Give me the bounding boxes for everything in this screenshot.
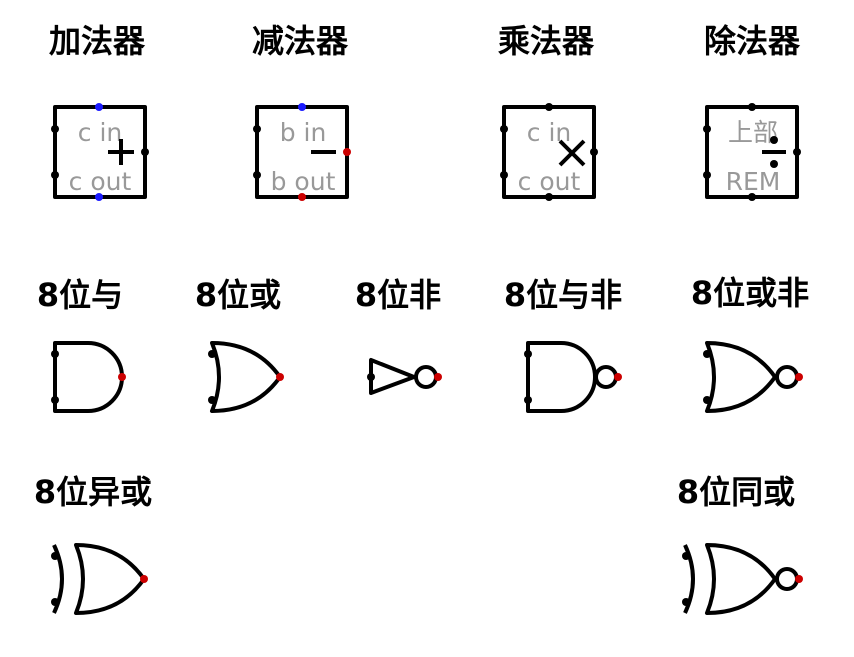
nand-gate-icon (526, 341, 597, 413)
divider-input-a-pin (703, 125, 711, 133)
xor8-input-b-pin (51, 598, 59, 606)
nor8-input-a-pin (703, 350, 711, 358)
subtractor-bottom-label: b out (271, 167, 336, 196)
nand8-input-a-pin (524, 350, 532, 358)
multiplier-title: 乘法器 (498, 22, 595, 60)
divider-component: 除法器 上部 REM (703, 22, 801, 201)
adder-bottom-label: c out (69, 167, 132, 196)
not8-input-pin (367, 373, 375, 381)
divider-remainder-pin (748, 193, 756, 201)
and8-input-b-pin (51, 396, 59, 404)
nor8-output-pin (795, 373, 803, 381)
xor8-output-pin (140, 575, 148, 583)
times-icon (558, 139, 586, 167)
and8-input-a-pin (51, 350, 59, 358)
adder-input-b-pin (51, 171, 59, 179)
multiplier-carry-out-pin (545, 193, 553, 201)
multiplier-bottom-label: c out (518, 167, 581, 196)
divider-upper-pin (748, 103, 756, 111)
or8-output-pin (276, 373, 284, 381)
not-gate-icon (369, 358, 416, 395)
xnor8-input-a-pin (682, 552, 690, 560)
nor8-input-b-pin (703, 396, 711, 404)
divider-top-label: 上部 (728, 118, 778, 147)
subtractor-top-label: b in (280, 118, 327, 147)
nand8-title: 8位与非 (504, 276, 622, 314)
xor8-input-arc (52, 544, 64, 614)
multiplier-input-b-pin (500, 171, 508, 179)
nor8-title: 8位或非 (691, 274, 809, 312)
and8-component: 8位与 (37, 276, 126, 413)
xnor-gate-icon (705, 543, 777, 615)
xnor8-title: 8位同或 (677, 473, 795, 511)
subtractor-borrow-in-pin (298, 103, 306, 111)
subtractor-output-pin (343, 148, 351, 156)
plus-icon (108, 139, 134, 165)
adder-output-pin (141, 148, 149, 156)
divide-icon (762, 136, 786, 168)
xnor8-bubble (775, 567, 799, 591)
adder-carry-in-pin (95, 103, 103, 111)
not8-component: 8位非 (355, 276, 442, 395)
and-gate-icon (53, 341, 124, 413)
adder-top-label: c in (78, 118, 122, 147)
not8-bubble (414, 365, 438, 389)
subtractor-component: 减法器 b in b out (252, 22, 351, 201)
xor8-input-a-pin (51, 552, 59, 560)
adder-title: 加法器 (49, 22, 146, 60)
adder-input-a-pin (51, 125, 59, 133)
nor8-component: 8位或非 (691, 274, 809, 413)
multiplier-output-pin (590, 148, 598, 156)
or8-input-b-pin (208, 396, 216, 404)
or8-title: 8位或 (195, 276, 281, 314)
subtractor-borrow-out-pin (298, 193, 306, 201)
xor8-title: 8位异或 (34, 473, 152, 511)
divider-bottom-label: REM (726, 167, 781, 196)
multiplier-top-label: c in (527, 118, 571, 147)
xor-gate-icon (74, 543, 146, 615)
divider-title: 除法器 (704, 22, 801, 60)
nor-gate-icon (705, 341, 777, 413)
and8-title: 8位与 (37, 276, 123, 314)
nand8-bubble (594, 365, 618, 389)
or8-component: 8位或 (195, 276, 284, 413)
multiplier-carry-in-pin (545, 103, 553, 111)
and8-output-pin (118, 373, 126, 381)
or8-input-a-pin (208, 350, 216, 358)
nand8-input-b-pin (524, 396, 532, 404)
xnor8-input-b-pin (682, 598, 690, 606)
xnor8-output-pin (795, 575, 803, 583)
adder-carry-out-pin (95, 193, 103, 201)
multiplier-component: 乘法器 c in c out (498, 22, 598, 201)
xnor8-input-arc (683, 544, 695, 614)
nand8-output-pin (614, 373, 622, 381)
subtractor-title: 减法器 (252, 22, 349, 60)
not8-output-pin (434, 373, 442, 381)
xor8-component: 8位异或 (34, 473, 152, 615)
subtractor-input-a-pin (253, 125, 261, 133)
divider-output-pin (793, 148, 801, 156)
subtractor-input-b-pin (253, 171, 261, 179)
nor8-bubble (775, 365, 799, 389)
nand8-component: 8位与非 (504, 276, 622, 413)
xnor8-component: 8位同或 (677, 473, 803, 615)
multiplier-input-a-pin (500, 125, 508, 133)
adder-component: 加法器 c in c out (49, 22, 149, 201)
not8-title: 8位非 (355, 276, 441, 314)
divider-input-b-pin (703, 171, 711, 179)
or-gate-icon (210, 341, 282, 413)
